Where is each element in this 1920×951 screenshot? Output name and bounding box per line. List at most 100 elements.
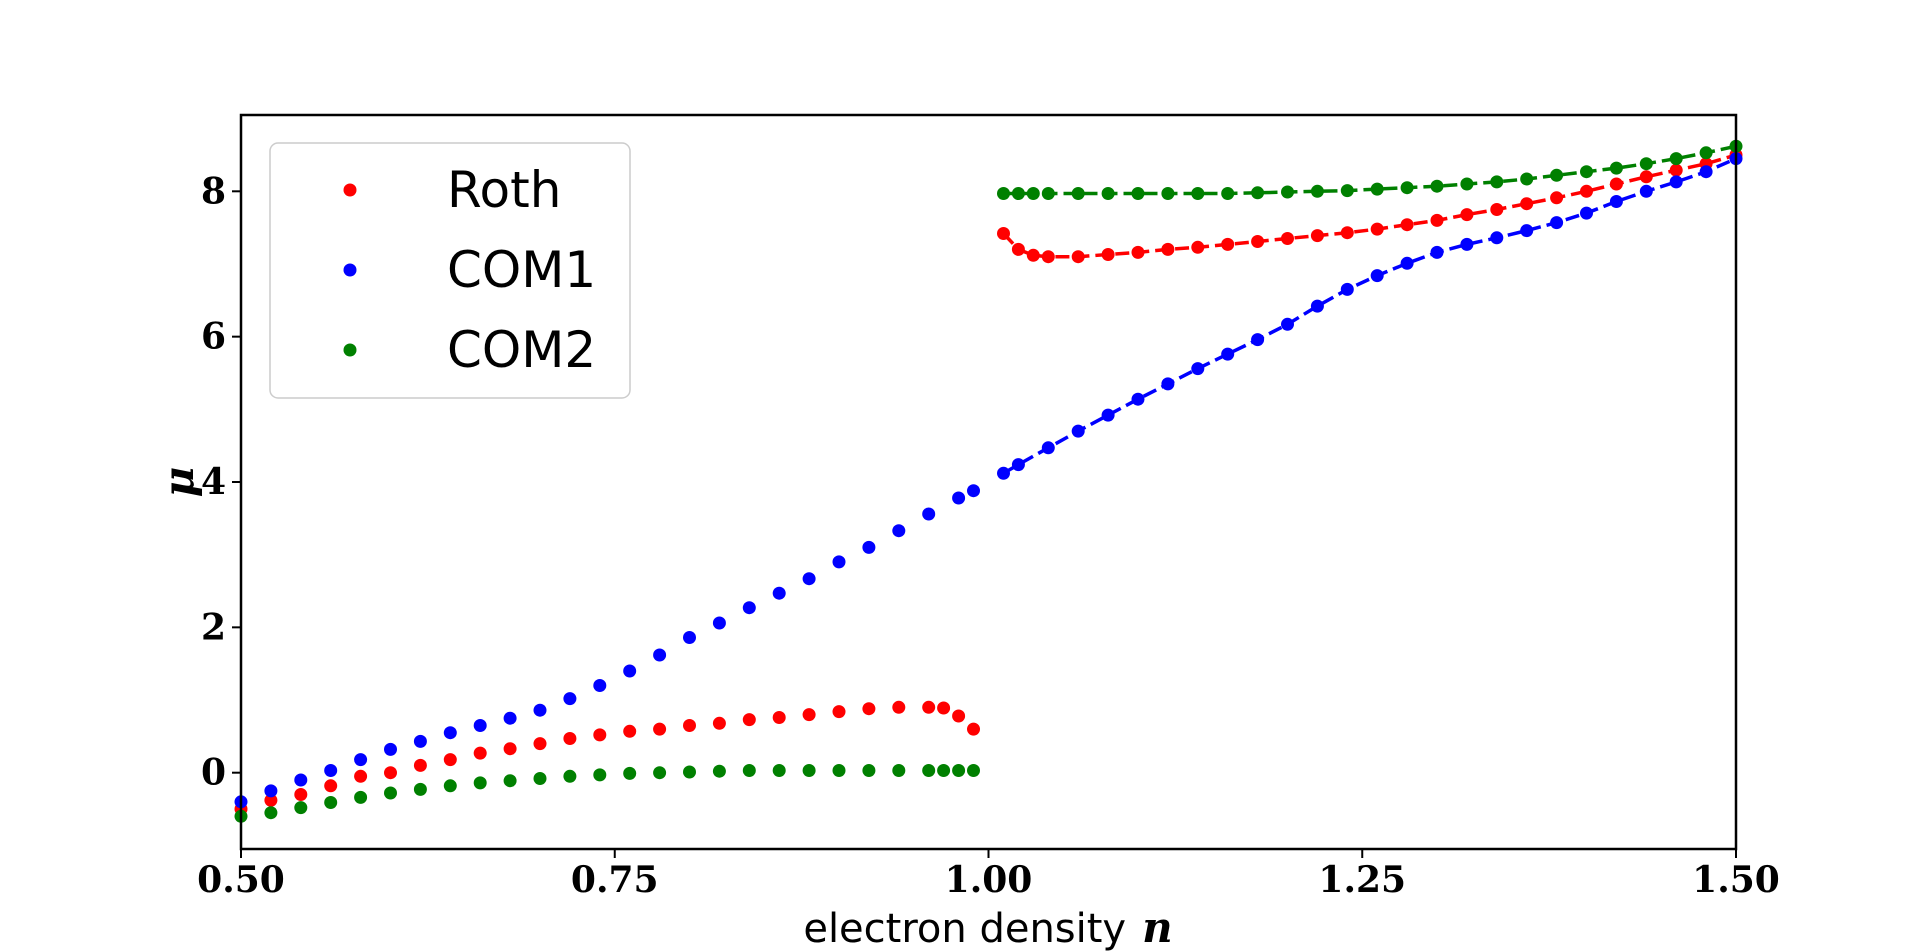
data-point-com2 bbox=[967, 764, 980, 777]
data-point-com1 bbox=[922, 507, 936, 521]
data-point-com1 bbox=[1310, 299, 1324, 313]
data-point-com1 bbox=[563, 692, 577, 706]
y-axis-label: μ bbox=[154, 467, 203, 498]
y-tick-label: 8 bbox=[201, 170, 226, 212]
data-point-com2 bbox=[1400, 181, 1414, 195]
data-point-com2 bbox=[892, 764, 906, 777]
data-point-com2 bbox=[1281, 185, 1294, 199]
data-point-roth bbox=[503, 742, 517, 756]
data-point-com1 bbox=[593, 679, 607, 692]
y-axis-ticks: 0 2 4 6 8 bbox=[201, 170, 241, 794]
data-point-com1 bbox=[1669, 175, 1683, 189]
data-point-com1 bbox=[324, 764, 338, 777]
data-point-roth bbox=[742, 713, 756, 727]
data-point-com2 bbox=[1221, 187, 1235, 200]
data-point-com2 bbox=[1370, 182, 1384, 196]
data-point-roth bbox=[832, 705, 846, 719]
data-point-com2 bbox=[264, 806, 278, 820]
data-point-roth bbox=[712, 716, 726, 730]
data-point-roth bbox=[862, 702, 876, 716]
data-point-com1 bbox=[1460, 237, 1474, 251]
data-point-com2 bbox=[294, 801, 308, 815]
legend-label-roth: Roth bbox=[447, 161, 561, 219]
data-point-roth bbox=[1071, 250, 1085, 264]
legend-label-com2: COM2 bbox=[447, 321, 596, 379]
data-point-com2 bbox=[712, 764, 726, 778]
y-tick-label: 4 bbox=[201, 461, 226, 503]
y-tick-label: 0 bbox=[201, 752, 226, 794]
data-point-com2 bbox=[623, 766, 637, 780]
data-point-com2 bbox=[1550, 168, 1564, 182]
data-point-com2 bbox=[862, 764, 876, 777]
data-point-com1 bbox=[1251, 333, 1265, 347]
data-point-com1 bbox=[1370, 269, 1384, 283]
data-point-com2 bbox=[1520, 172, 1534, 186]
data-point-com2 bbox=[593, 768, 607, 782]
data-series-layer bbox=[234, 139, 1743, 823]
data-point-com1 bbox=[862, 540, 876, 554]
data-point-com2 bbox=[1460, 177, 1474, 191]
legend-box bbox=[269, 142, 631, 399]
data-point-roth bbox=[892, 700, 906, 714]
data-point-com1 bbox=[533, 703, 547, 717]
data-point-com1 bbox=[1639, 184, 1653, 198]
series-com1-dashed-line bbox=[1002, 156, 1737, 475]
data-point-com2 bbox=[503, 774, 517, 788]
data-point-roth bbox=[937, 701, 951, 715]
data-point-roth bbox=[772, 711, 786, 724]
data-point-com1 bbox=[772, 586, 786, 600]
data-point-com2 bbox=[1131, 187, 1145, 200]
legend-marker-com1 bbox=[343, 263, 357, 277]
data-point-roth bbox=[264, 793, 278, 807]
data-point-roth bbox=[1011, 242, 1025, 256]
data-point-roth bbox=[1281, 232, 1294, 245]
data-point-com2 bbox=[1310, 184, 1324, 198]
series-com1 bbox=[234, 152, 1743, 809]
data-point-com1 bbox=[1609, 195, 1623, 208]
data-point-com2 bbox=[1639, 157, 1653, 171]
data-point-roth bbox=[1460, 208, 1474, 222]
data-point-roth bbox=[1580, 184, 1593, 198]
data-point-roth bbox=[1191, 240, 1205, 254]
data-point-roth bbox=[997, 227, 1010, 240]
data-point-roth bbox=[1370, 222, 1384, 236]
data-point-com2 bbox=[1251, 186, 1265, 200]
data-point-com1 bbox=[1161, 377, 1175, 391]
data-point-com2 bbox=[1340, 184, 1354, 198]
data-point-com1 bbox=[1011, 458, 1025, 472]
x-tick-label: 1.50 bbox=[1692, 859, 1780, 901]
data-point-roth bbox=[1550, 191, 1564, 205]
y-tick-label: 2 bbox=[201, 606, 226, 648]
data-point-com2 bbox=[354, 790, 368, 804]
data-point-com2 bbox=[533, 772, 547, 785]
x-axis-label-variable: n bbox=[1142, 903, 1173, 951]
legend-entries: Roth COM1 COM2 bbox=[343, 161, 596, 379]
data-point-roth bbox=[324, 779, 338, 793]
data-point-roth bbox=[384, 766, 397, 780]
data-point-com2 bbox=[683, 765, 696, 779]
series-com2-dashed-line bbox=[1003, 144, 1737, 196]
data-point-roth bbox=[1161, 242, 1175, 256]
x-axis-label-text: electron density bbox=[803, 906, 1126, 951]
x-tick-label: 0.50 bbox=[197, 859, 285, 901]
data-point-com1 bbox=[354, 753, 368, 767]
x-tick-label: 1.25 bbox=[1318, 859, 1406, 901]
data-point-roth bbox=[1639, 170, 1653, 184]
data-point-com1 bbox=[997, 466, 1010, 480]
x-axis-label: electron density n bbox=[803, 903, 1172, 951]
data-point-roth bbox=[1340, 226, 1354, 240]
data-point-roth bbox=[1221, 237, 1235, 251]
data-point-com1 bbox=[1191, 362, 1205, 376]
data-point-com1 bbox=[413, 734, 427, 748]
data-point-com1 bbox=[742, 601, 756, 615]
data-point-roth bbox=[1520, 197, 1534, 211]
data-point-com1 bbox=[1520, 224, 1534, 238]
data-point-com2 bbox=[1580, 165, 1593, 179]
data-point-com2 bbox=[1430, 179, 1444, 193]
data-point-com2 bbox=[952, 764, 966, 777]
data-point-com2 bbox=[1699, 146, 1713, 160]
data-point-com1 bbox=[712, 616, 726, 630]
y-tick-label: 6 bbox=[201, 316, 226, 358]
data-point-com2 bbox=[997, 187, 1010, 200]
